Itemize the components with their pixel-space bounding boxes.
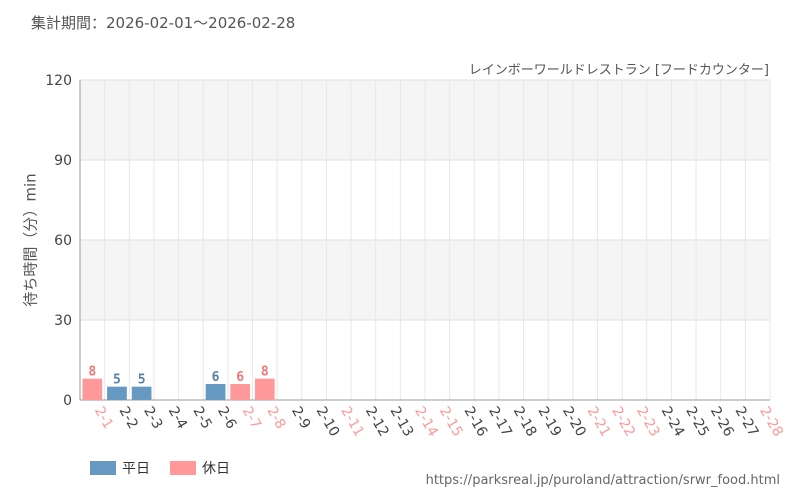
bar-value-label: 8 bbox=[261, 365, 269, 380]
bar bbox=[107, 386, 127, 400]
y-tick-label: 120 bbox=[45, 73, 72, 89]
x-tick-label: 2-1 bbox=[91, 404, 116, 432]
x-tick-label: 2-20 bbox=[559, 404, 589, 440]
bar-value-label: 5 bbox=[138, 373, 146, 388]
bar-value-label: 5 bbox=[113, 373, 121, 388]
legend-label-weekday: 平日 bbox=[122, 461, 150, 477]
legend-label-holiday: 休日 bbox=[202, 461, 230, 477]
y-tick-label: 90 bbox=[54, 153, 72, 169]
y-tick-label: 0 bbox=[63, 393, 72, 409]
x-tick-label: 2-17 bbox=[485, 404, 515, 440]
x-tick-label: 2-5 bbox=[189, 404, 214, 432]
x-tick-label: 2-22 bbox=[608, 404, 638, 440]
legend: 平日 休日 bbox=[90, 458, 250, 478]
x-tick-label: 2-11 bbox=[337, 404, 367, 440]
x-tick-label: 2-18 bbox=[510, 404, 540, 440]
x-tick-label: 2-2 bbox=[116, 404, 141, 432]
bar bbox=[82, 378, 103, 400]
x-tick-label: 2-9 bbox=[288, 404, 313, 432]
x-tick-label: 2-15 bbox=[436, 404, 466, 440]
x-tick-label: 2-13 bbox=[387, 404, 417, 440]
x-tick-label: 2-16 bbox=[461, 404, 491, 440]
bar-value-label: 6 bbox=[212, 370, 220, 385]
source-url: https://parksreal.jp/puroland/attraction… bbox=[425, 473, 780, 488]
bar bbox=[205, 384, 226, 400]
y-tick-label: 30 bbox=[54, 313, 72, 329]
x-tick-label: 2-7 bbox=[239, 404, 264, 432]
attraction-name: レインボーワールドレストラン [フードカウンター] bbox=[468, 63, 769, 78]
x-tick-label: 2-28 bbox=[756, 404, 786, 440]
bar bbox=[131, 386, 152, 400]
x-tick-label: 2-10 bbox=[313, 404, 343, 440]
x-tick-label: 2-14 bbox=[411, 404, 441, 440]
x-tick-label: 2-21 bbox=[584, 404, 614, 440]
x-tick-label: 2-25 bbox=[682, 404, 712, 440]
bar-value-label: 6 bbox=[236, 370, 244, 385]
collection-period: 集計期間：2026-02-01～2026-02-28 bbox=[31, 14, 296, 32]
x-tick-label: 2-23 bbox=[633, 404, 663, 440]
legend-item-weekday: 平日 bbox=[90, 458, 150, 478]
x-tick-label: 2-4 bbox=[165, 404, 190, 432]
x-tick-label: 2-24 bbox=[658, 404, 688, 440]
bar bbox=[254, 378, 275, 400]
x-tick-label: 2-27 bbox=[732, 404, 762, 440]
x-tick-label: 2-6 bbox=[214, 404, 239, 432]
x-tick-label: 2-3 bbox=[140, 404, 165, 432]
bar bbox=[230, 384, 251, 400]
x-tick-label: 2-8 bbox=[263, 404, 288, 432]
bar-value-label: 8 bbox=[88, 365, 96, 380]
legend-swatch-weekday bbox=[90, 461, 116, 475]
x-tick-label: 2-26 bbox=[707, 404, 737, 440]
x-tick-label: 2-12 bbox=[362, 404, 392, 440]
x-tick-label: 2-19 bbox=[534, 404, 564, 440]
y-tick-label: 60 bbox=[54, 233, 72, 249]
legend-item-holiday: 休日 bbox=[170, 458, 230, 478]
legend-swatch-holiday bbox=[170, 461, 196, 475]
